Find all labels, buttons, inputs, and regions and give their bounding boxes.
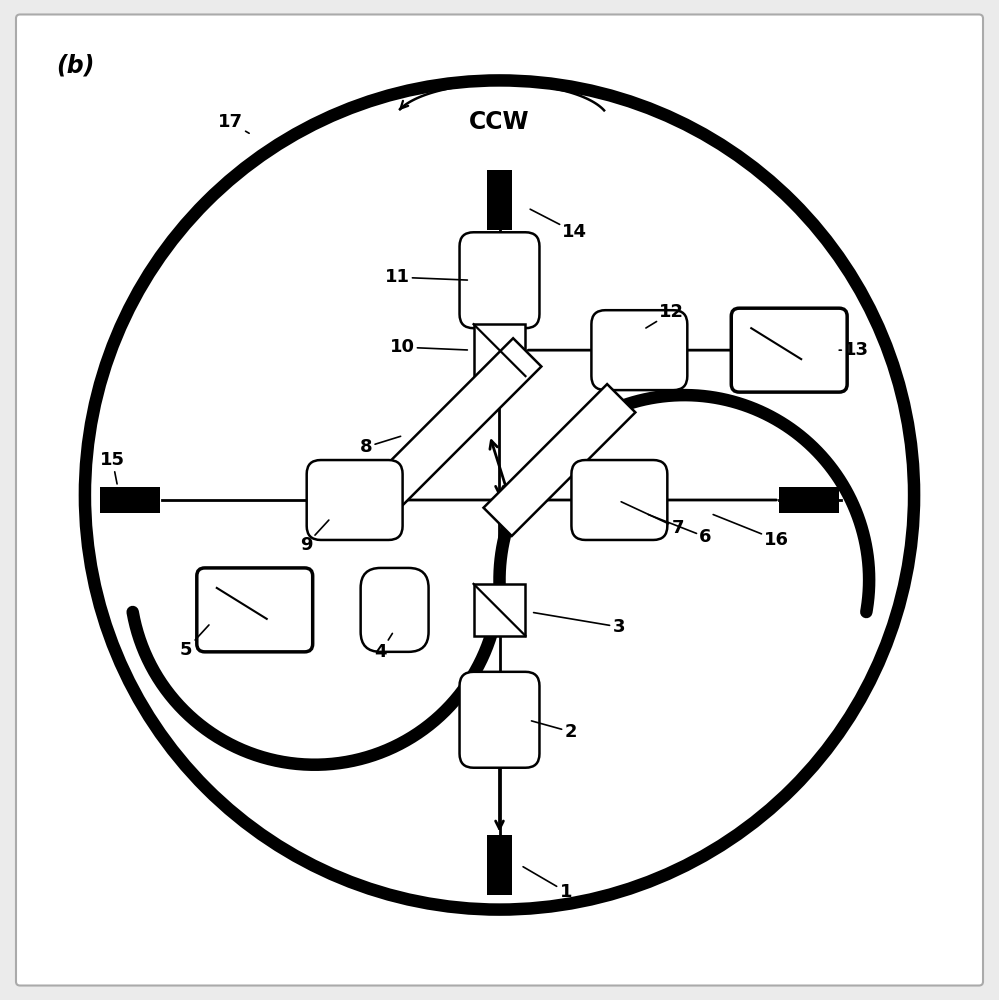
Text: 6: 6 bbox=[648, 515, 712, 546]
Text: 1: 1 bbox=[523, 867, 572, 901]
Text: 16: 16 bbox=[713, 515, 789, 549]
Polygon shape bbox=[358, 338, 541, 522]
Text: 12: 12 bbox=[646, 303, 684, 328]
Text: 2: 2 bbox=[531, 721, 577, 741]
Text: 7: 7 bbox=[621, 502, 684, 537]
Text: 3: 3 bbox=[533, 613, 625, 636]
Text: 10: 10 bbox=[390, 338, 468, 356]
Text: 5: 5 bbox=[180, 625, 209, 659]
Text: 17: 17 bbox=[218, 113, 249, 133]
Text: 11: 11 bbox=[385, 268, 468, 286]
FancyBboxPatch shape bbox=[571, 460, 667, 540]
Text: (b): (b) bbox=[56, 53, 94, 77]
FancyBboxPatch shape bbox=[307, 460, 403, 540]
Bar bbox=[487, 170, 512, 230]
Polygon shape bbox=[484, 384, 635, 536]
Bar bbox=[487, 835, 512, 895]
Text: 14: 14 bbox=[530, 209, 587, 241]
Text: 8: 8 bbox=[360, 436, 401, 456]
Bar bbox=[779, 487, 839, 513]
Bar bbox=[474, 584, 525, 636]
FancyBboxPatch shape bbox=[591, 310, 687, 390]
Text: 9: 9 bbox=[300, 520, 329, 554]
FancyBboxPatch shape bbox=[16, 14, 983, 986]
FancyBboxPatch shape bbox=[361, 568, 429, 652]
Text: 13: 13 bbox=[839, 341, 869, 359]
Text: CCW: CCW bbox=[470, 110, 529, 134]
FancyBboxPatch shape bbox=[460, 672, 539, 768]
FancyBboxPatch shape bbox=[197, 568, 313, 652]
Bar bbox=[474, 324, 525, 376]
Text: 15: 15 bbox=[100, 451, 125, 484]
FancyBboxPatch shape bbox=[731, 308, 847, 392]
Text: 4: 4 bbox=[375, 633, 393, 661]
FancyBboxPatch shape bbox=[460, 232, 539, 328]
Bar bbox=[100, 487, 160, 513]
